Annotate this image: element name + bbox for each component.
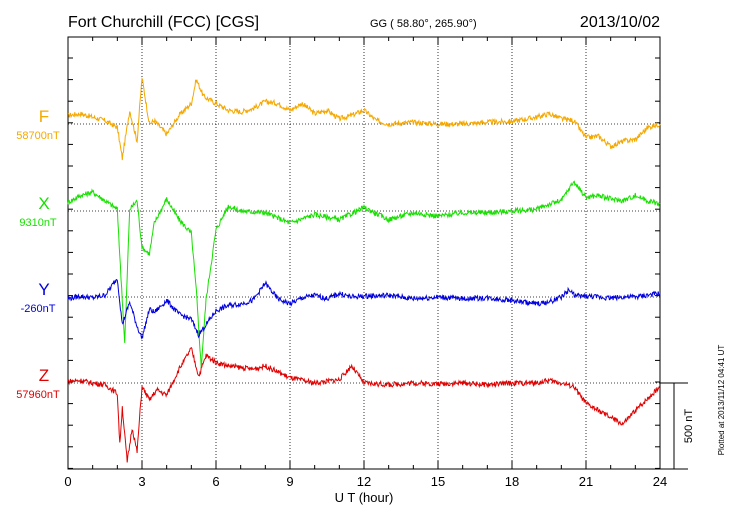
grid-lines bbox=[68, 37, 660, 469]
x-tick-label: 21 bbox=[579, 474, 593, 489]
series-baseline-label-X: 9310nT bbox=[19, 217, 57, 229]
series-baseline-label-Z: 57960nT bbox=[16, 389, 60, 401]
series-line-X bbox=[67, 180, 661, 368]
series-name-Y: Y bbox=[38, 280, 49, 299]
x-tick-label: 15 bbox=[431, 474, 445, 489]
x-tick-label: 18 bbox=[505, 474, 519, 489]
x-tick-label: 24 bbox=[653, 474, 667, 489]
plotted-note: Plotted at 2013/11/12 04:41 UT bbox=[717, 345, 726, 456]
scale-bar-label: 500 nT bbox=[683, 409, 695, 444]
series-labels: F 58700nT X 9310nT Y -260nT Z 57960nT bbox=[16, 107, 60, 401]
chart-date: 2013/10/02 bbox=[580, 14, 660, 31]
x-tick-label: 3 bbox=[138, 474, 145, 489]
station-coords: GG ( 58.80°, 265.90°) bbox=[370, 18, 477, 30]
x-tick-label: 6 bbox=[212, 474, 219, 489]
series-name-X: X bbox=[38, 194, 49, 213]
series-baseline-label-F: 58700nT bbox=[16, 130, 60, 142]
series-name-F: F bbox=[39, 107, 49, 126]
axis-ticks bbox=[67, 37, 661, 469]
series-line-Y bbox=[67, 279, 661, 340]
station-title: Fort Churchill (FCC) [CGS] bbox=[68, 14, 259, 31]
series-layer bbox=[67, 77, 661, 463]
series-name-Z: Z bbox=[39, 366, 49, 385]
x-tick-label: 12 bbox=[357, 474, 371, 489]
x-tick-label: 9 bbox=[286, 474, 293, 489]
scale-bar: 500 nT bbox=[660, 382, 695, 470]
series-baseline-label-Y: -260nT bbox=[21, 303, 56, 315]
x-tick-labels: 0 3 6 9 12 15 18 21 24 bbox=[64, 474, 667, 489]
x-tick-label: 0 bbox=[64, 474, 71, 489]
x-axis-label: U T (hour) bbox=[335, 490, 394, 505]
series-line-Z bbox=[67, 346, 660, 463]
series-line-F bbox=[67, 77, 661, 161]
